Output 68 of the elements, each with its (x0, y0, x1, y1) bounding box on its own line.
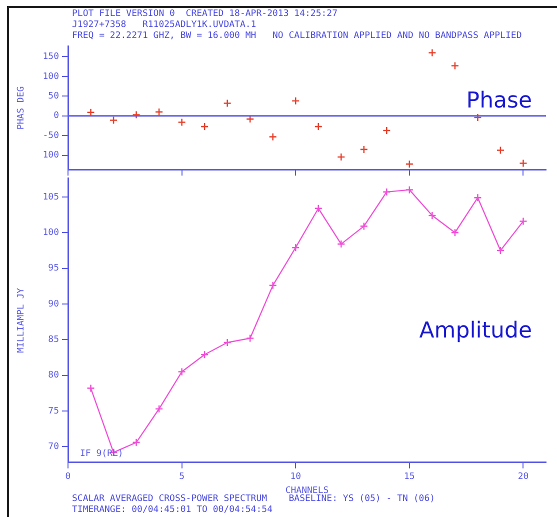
annotation: Phase (466, 88, 532, 114)
x-tick-label: 10 (290, 472, 302, 482)
text: TIMERANGE: 00/04:45:01 TO 00/04:54:54 (72, 505, 274, 516)
y-tick-label: 100 (42, 150, 59, 161)
point (86, 384, 95, 392)
x-tick-label: 0 (65, 472, 71, 482)
point (154, 404, 164, 414)
point (132, 438, 140, 447)
y-tick-label: 100 (42, 72, 59, 82)
y-tick-label: 150 (42, 52, 59, 62)
point (428, 211, 436, 220)
point (382, 126, 391, 135)
point (291, 243, 300, 252)
text: SCALAR AVERAGED CROSS-POWER SPECTRUM BASELINE: YS (05) - TN (06) (72, 494, 436, 505)
point (428, 48, 436, 57)
x-tick-label: 20 (518, 472, 529, 482)
y-axis-title: PHAS DEG (16, 86, 27, 130)
y-tick-label: 50 (48, 92, 59, 102)
y-tick-label: 100 (42, 228, 59, 238)
annotation: Amplitude (419, 318, 532, 344)
chart-title: PLOT FILE VERSION 0 CREATED 18-APR-2013 14:25:27 (72, 9, 339, 20)
y-tick-label: 70 (48, 442, 59, 452)
y-tick-label: 75 (48, 406, 59, 416)
point (178, 118, 186, 126)
point (246, 334, 254, 342)
point (314, 122, 323, 131)
annotation: IF 9(RL) (80, 449, 124, 460)
point (360, 145, 368, 154)
y-tick-label: 80 (48, 370, 59, 381)
y-tick-label: 95 (48, 264, 59, 274)
point (223, 338, 232, 347)
point (519, 217, 528, 226)
point (382, 188, 391, 196)
x-tick-label: 15 (404, 472, 415, 482)
y-tick-label: 90 (48, 299, 59, 310)
point (291, 96, 300, 106)
point (474, 194, 482, 202)
point (336, 152, 346, 162)
y-axis-title: MILLIAMPL JY (16, 287, 27, 353)
point (405, 186, 414, 194)
point (200, 122, 209, 131)
point (519, 159, 528, 168)
point (336, 240, 346, 248)
y-tick-label: 0 (54, 111, 59, 122)
x-tick-label: 5 (179, 472, 185, 482)
point (450, 228, 460, 237)
point (154, 108, 164, 116)
y-tick-label: 85 (48, 335, 59, 346)
y-tick-label: -50 (42, 130, 59, 141)
point (268, 132, 278, 141)
point (268, 281, 278, 290)
point (474, 113, 482, 122)
point (450, 62, 460, 70)
point (496, 146, 505, 154)
point (109, 116, 118, 124)
point (132, 110, 140, 119)
point (314, 204, 323, 213)
text: FREQ = 22.2271 GHZ, BW = 16.000 MH NO CALIBRATION APPLIED AND NO BANDPASS APPLIED (72, 31, 522, 42)
chart-subtitle: J1927+7358 R11025ADLY1K.UVDATA.1 (72, 20, 258, 31)
point (405, 160, 414, 168)
x-axis-title: CHANNELS (285, 486, 329, 496)
point (200, 350, 209, 359)
point (496, 246, 505, 255)
point (223, 99, 232, 108)
y-tick-label: 105 (42, 192, 59, 202)
point (86, 108, 95, 116)
point (360, 222, 368, 230)
point (178, 368, 186, 376)
